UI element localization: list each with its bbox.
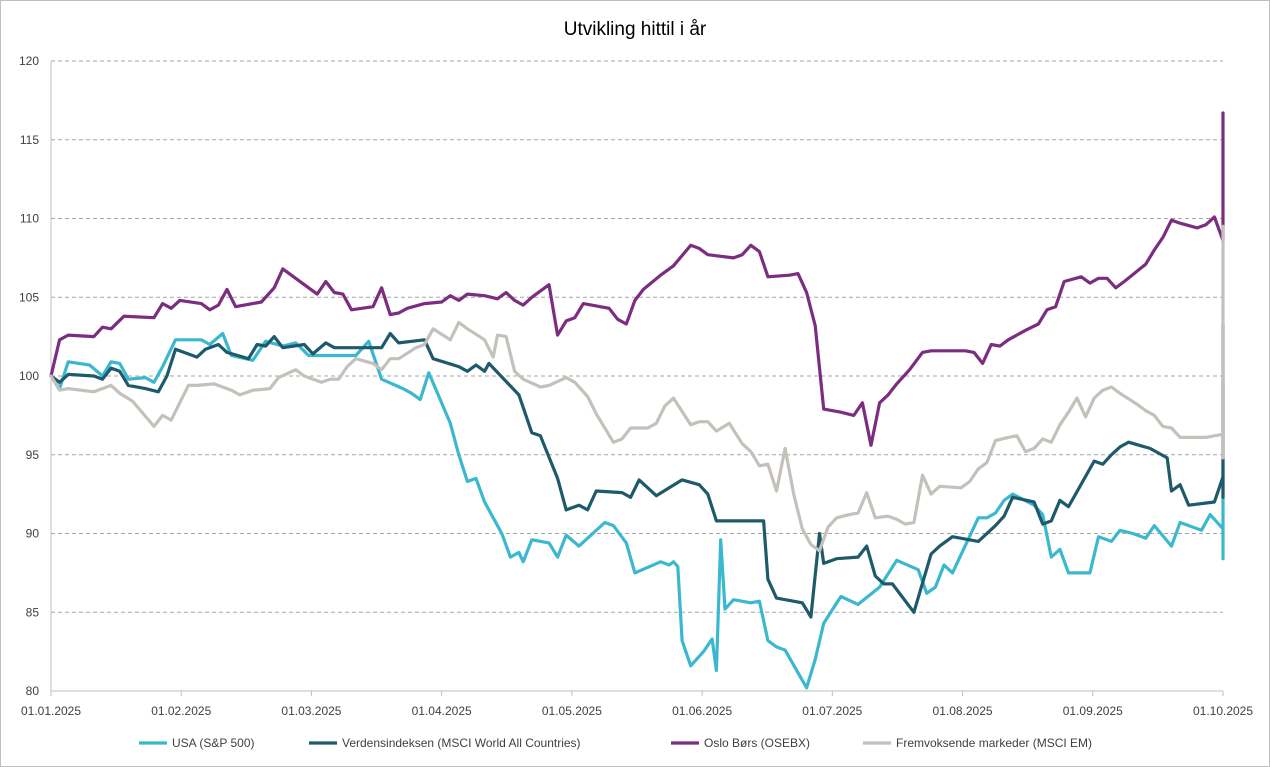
y-tick-label: 90 xyxy=(26,527,40,541)
x-tick-label: 01.08.2025 xyxy=(933,704,993,718)
axes: 80 85 90 95 100 105 110 115 120 01.01.2025 01.02.2… xyxy=(19,54,1253,718)
series-lines xyxy=(49,111,1225,690)
y-tick-label: 95 xyxy=(26,448,40,462)
x-tick-label: 01.07.2025 xyxy=(802,704,862,718)
series-line-2 xyxy=(49,111,1225,447)
legend: USA (S&P 500) Verdensindeksen (MSCI World… xyxy=(139,736,1092,750)
y-tick-label: 120 xyxy=(19,54,39,68)
x-tick-label: 01.02.2025 xyxy=(151,704,211,718)
y-tick-label: 115 xyxy=(20,133,39,147)
x-tick-label: 01.04.2025 xyxy=(412,704,472,718)
y-tick-label: 105 xyxy=(19,290,39,304)
y-tick-label: 85 xyxy=(26,605,40,619)
x-tick-label: 01.10.2025 xyxy=(1193,704,1253,718)
legend-label-0: USA (S&P 500) xyxy=(172,736,255,750)
gridlines xyxy=(51,60,1223,613)
y-tick-label: 100 xyxy=(19,369,39,383)
legend-label-3: Fremvoksende markeder (MSCI EM) xyxy=(896,736,1092,750)
x-tick-label: 01.05.2025 xyxy=(542,704,602,718)
x-tick-label: 01.09.2025 xyxy=(1063,704,1123,718)
series-line-3 xyxy=(49,224,1225,553)
legend-label-2: Oslo Børs (OSEBX) xyxy=(704,736,810,750)
series-line-0 xyxy=(49,331,1225,690)
y-tick-label: 80 xyxy=(26,684,40,698)
x-tick-label: 01.03.2025 xyxy=(281,704,341,718)
chart-title: Utvikling hittil i år xyxy=(564,19,707,40)
y-tick-label: 110 xyxy=(20,212,39,226)
x-tick-label: 01.06.2025 xyxy=(672,704,732,718)
x-tick-label: 01.01.2025 xyxy=(21,704,81,718)
legend-label-1: Verdensindeksen (MSCI World All Countrie… xyxy=(342,736,581,750)
